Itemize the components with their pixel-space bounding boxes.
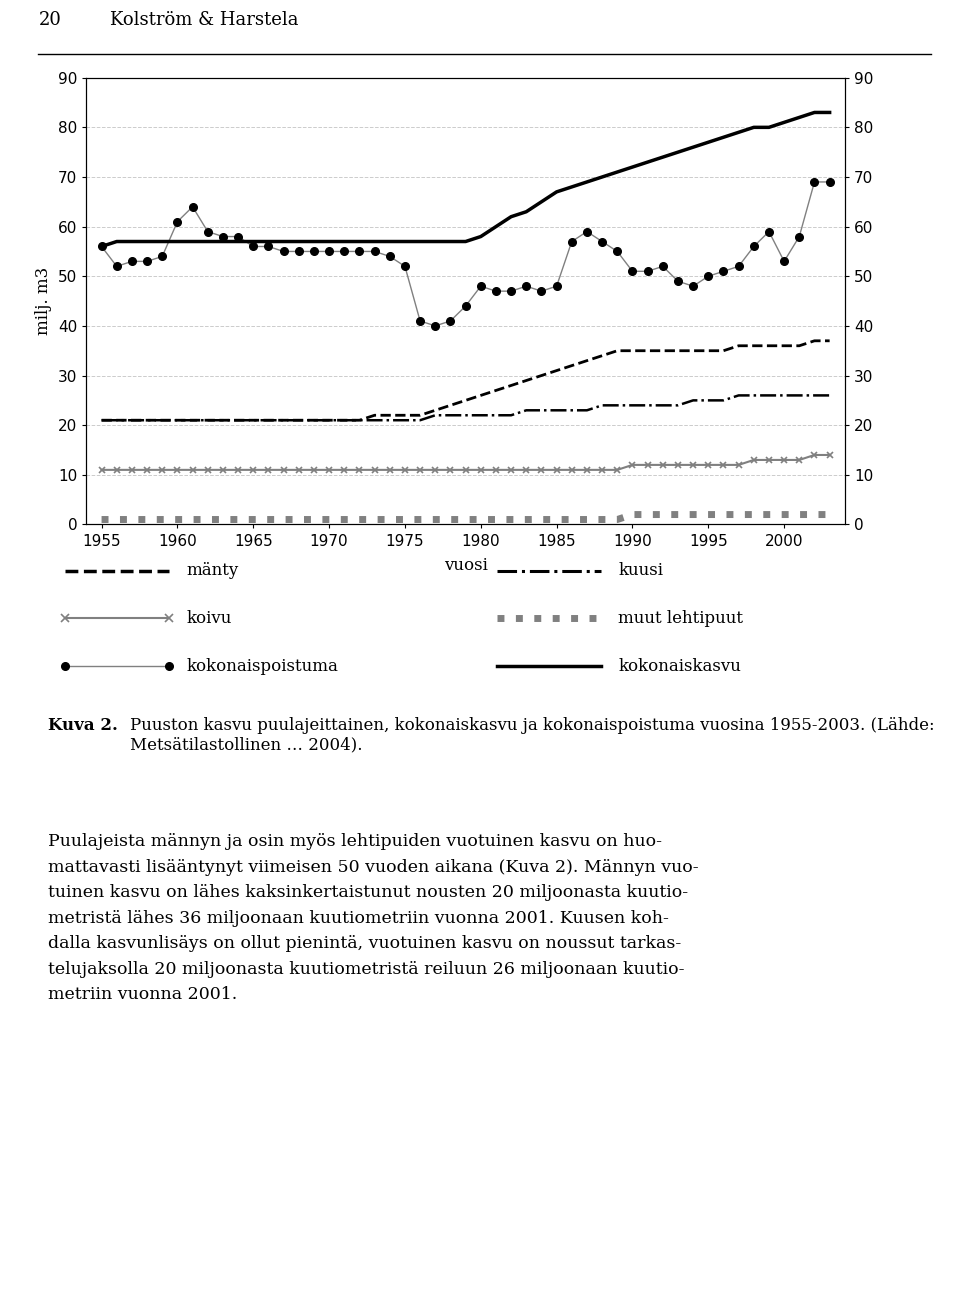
Text: Kuva 2.: Kuva 2. (48, 717, 118, 734)
Y-axis label: milj. m3: milj. m3 (36, 267, 53, 335)
Text: kokonaispoistuma: kokonaispoistuma (186, 658, 338, 675)
Text: koivu: koivu (186, 610, 231, 627)
X-axis label: vuosi: vuosi (444, 557, 488, 574)
Text: Puulajeista männyn ja osin myös lehtipuiden vuotuinen kasvu on huo-
mattavasti l: Puulajeista männyn ja osin myös lehtipui… (48, 834, 699, 1004)
Text: Puuston kasvu puulajeittainen, kokonaiskasvu ja kokonaispoistuma vuosina 1955-20: Puuston kasvu puulajeittainen, kokonaisk… (131, 717, 935, 754)
Text: kuusi: kuusi (618, 562, 663, 579)
Text: kokonaiskasvu: kokonaiskasvu (618, 658, 741, 675)
Text: Kolström & Harstela: Kolström & Harstela (110, 12, 299, 30)
Text: muut lehtipuut: muut lehtipuut (618, 610, 743, 627)
Text: 20: 20 (38, 12, 61, 30)
Text: mänty: mänty (186, 562, 238, 579)
